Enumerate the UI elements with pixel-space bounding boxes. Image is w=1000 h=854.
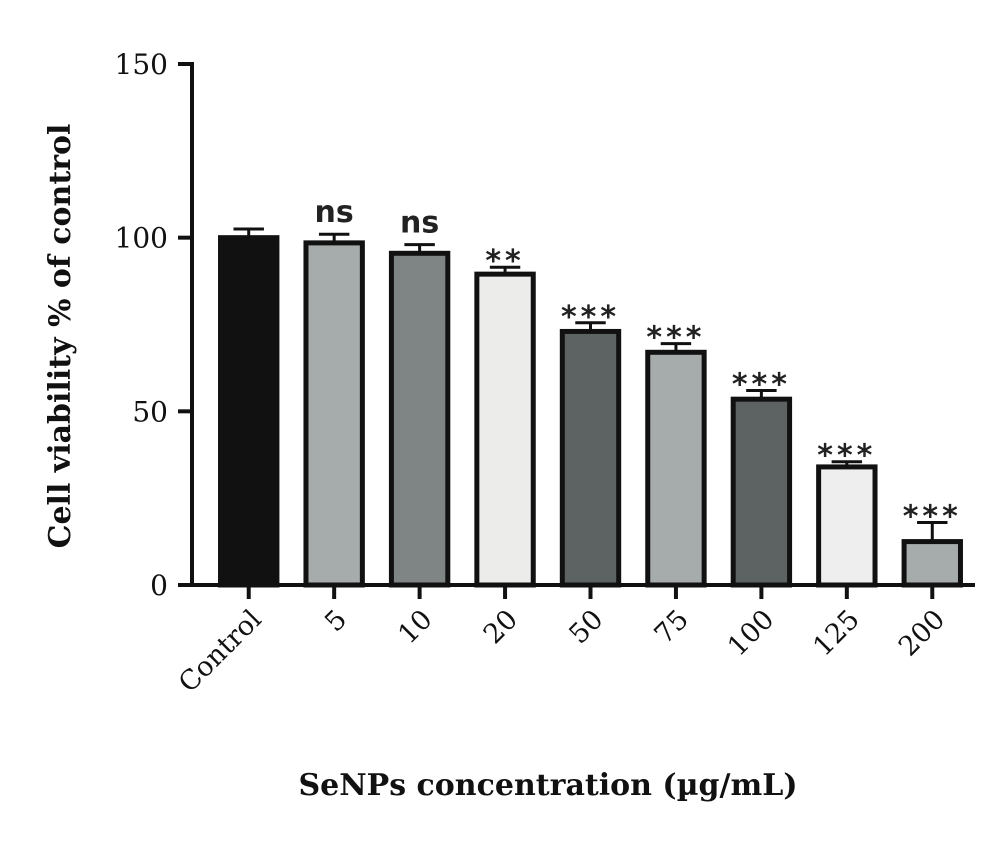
- significance-label: ***: [561, 300, 620, 335]
- y-axis-title: Cell viability % of control: [43, 124, 78, 549]
- bar: [645, 349, 707, 588]
- y-tick-label: 150: [115, 48, 168, 81]
- bar: [559, 328, 622, 588]
- significance-label: ns: [315, 195, 354, 230]
- x-tick-label: 20: [478, 604, 524, 650]
- x-tick-label: 5: [319, 604, 353, 638]
- x-tick-label: 10: [392, 604, 438, 650]
- significance-label: ns: [400, 206, 439, 241]
- y-axis: 0 50 100 150: [115, 48, 194, 602]
- significance-label: ***: [646, 321, 705, 356]
- bar: [901, 539, 963, 588]
- x-tick-label: 125: [807, 604, 865, 662]
- y-tick-label: 0: [150, 569, 168, 602]
- bar: [303, 240, 365, 588]
- x-tick-label: 100: [722, 604, 780, 662]
- significance-labels: ns ns*****************: [315, 195, 962, 534]
- significance-label: ***: [732, 367, 791, 402]
- error-bars: [233, 227, 948, 542]
- bar: [474, 271, 536, 588]
- x-axis-title: SeNPs concentration (µg/mL): [298, 768, 797, 803]
- significance-label: ***: [903, 499, 962, 534]
- significance-label: **: [485, 244, 524, 279]
- y-tick-label: 100: [115, 222, 168, 255]
- bars: [218, 235, 963, 588]
- y-tick-label: 50: [132, 395, 168, 428]
- bar: [816, 464, 878, 588]
- x-tick-label: Control: [173, 604, 268, 699]
- x-tick-label: 75: [649, 604, 695, 650]
- x-tick-label: 50: [563, 604, 609, 650]
- category-labels: Control 5 10 20 50 75 100 125 200: [173, 604, 951, 699]
- bar: [388, 250, 451, 588]
- bar: [730, 396, 793, 588]
- significance-label: ***: [817, 439, 876, 474]
- bar: [218, 235, 280, 588]
- x-tick-label: 200: [893, 604, 951, 662]
